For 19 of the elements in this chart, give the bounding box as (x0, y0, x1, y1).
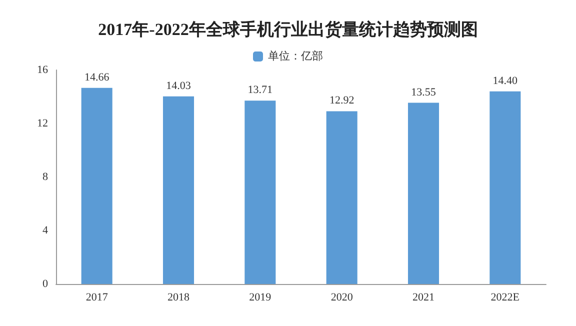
data-label: 13.71 (248, 84, 273, 96)
y-tick-label: 12 (37, 118, 48, 130)
chart-title: 2017年-2022年全球手机行业出货量统计趋势预测图 (98, 20, 478, 39)
data-label: 12.92 (329, 94, 354, 107)
x-tick-label: 2020 (330, 292, 354, 304)
data-label: 14.40 (492, 74, 518, 87)
y-tick-label: 4 (42, 224, 48, 236)
y-tick-label: 0 (42, 278, 48, 290)
x-tick-label: 2021 (412, 292, 434, 304)
data-label: 14.66 (84, 71, 110, 84)
legend-label: 单位：亿部 (268, 50, 323, 62)
y-tick-label: 8 (42, 171, 48, 183)
x-tick-label: 2017 (86, 292, 108, 304)
data-label: 13.55 (411, 86, 436, 98)
y-tick-label: 16 (37, 64, 48, 76)
data-label: 14.03 (166, 80, 192, 92)
x-tick-label: 2018 (168, 292, 190, 304)
x-tick-label: 2019 (249, 292, 272, 304)
x-tick-label: 2022E (490, 292, 520, 304)
